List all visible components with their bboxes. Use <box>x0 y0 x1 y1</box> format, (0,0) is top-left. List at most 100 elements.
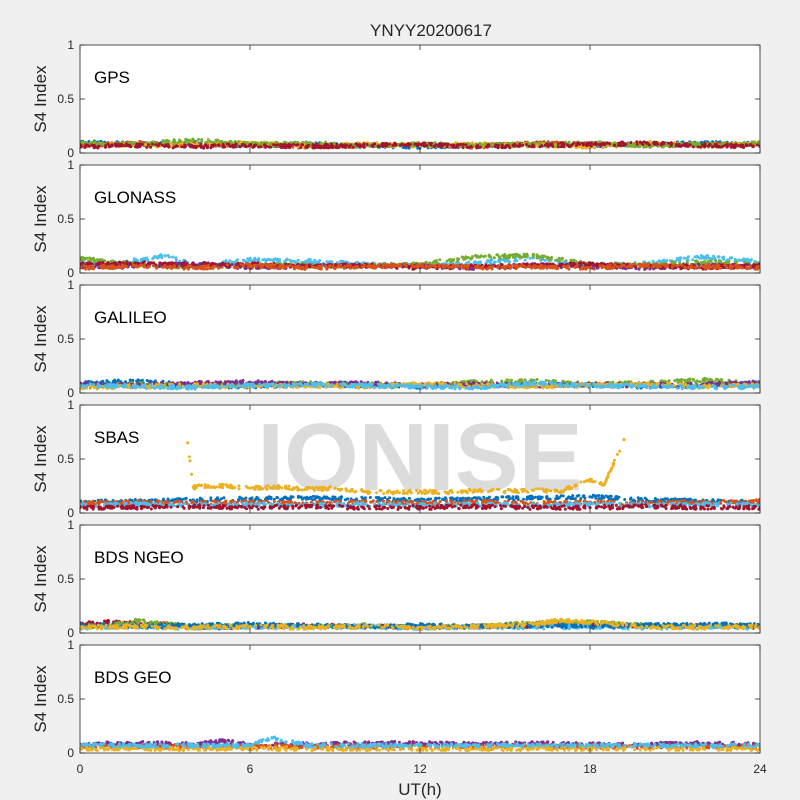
data-point <box>631 144 635 148</box>
data-point <box>744 258 748 261</box>
data-point <box>438 263 441 267</box>
data-point <box>608 142 612 146</box>
data-point <box>345 143 349 147</box>
data-point <box>697 256 701 260</box>
data-point <box>517 253 521 257</box>
panel-label: GPS <box>94 68 130 87</box>
data-point <box>565 143 569 147</box>
data-point <box>429 141 433 145</box>
data-point <box>427 261 431 265</box>
data-point <box>210 143 214 147</box>
data-point <box>585 141 589 145</box>
data-point <box>577 261 581 265</box>
data-point <box>651 259 655 263</box>
data-point <box>732 143 736 147</box>
data-point <box>265 141 269 145</box>
data-point <box>627 144 631 147</box>
data-point <box>407 144 411 148</box>
data-point <box>96 142 100 145</box>
data-point <box>699 145 703 149</box>
data-point <box>108 145 111 149</box>
data-point <box>527 144 531 148</box>
data-point <box>323 143 327 146</box>
data-point <box>400 142 404 146</box>
data-point <box>149 261 153 265</box>
data-point <box>220 263 224 266</box>
data-point <box>507 144 510 148</box>
data-point <box>727 260 731 264</box>
data-point <box>83 146 87 149</box>
data-point <box>513 253 517 257</box>
data-point <box>200 138 204 142</box>
data-point <box>89 257 93 261</box>
data-point <box>422 143 426 147</box>
series-5 <box>80 140 760 150</box>
data-point <box>395 266 399 270</box>
data-point <box>284 146 288 150</box>
data-point <box>597 143 601 146</box>
data-point <box>503 253 507 256</box>
data-point <box>654 140 658 144</box>
data-point <box>470 256 474 260</box>
data-point <box>371 144 374 148</box>
data-point <box>248 256 252 260</box>
data-point <box>268 258 272 262</box>
data-point <box>361 144 365 148</box>
data-point <box>748 259 751 263</box>
data-point <box>92 144 96 147</box>
data-point <box>280 145 284 149</box>
data-point <box>682 256 686 260</box>
y-tick-label: 0.5 <box>57 92 74 106</box>
data-point <box>111 259 115 263</box>
series-5 <box>80 262 760 271</box>
data-point <box>657 259 661 263</box>
data-point <box>183 143 186 147</box>
data-point <box>699 254 703 257</box>
data-point <box>313 145 317 149</box>
data-point <box>540 254 544 258</box>
data-point <box>263 143 267 147</box>
data-point <box>186 139 190 143</box>
data-point <box>729 256 732 260</box>
data-point <box>460 255 464 259</box>
data-point <box>205 267 209 271</box>
data-point <box>652 267 655 271</box>
data-point <box>117 260 121 264</box>
data-point <box>690 265 694 269</box>
data-point <box>156 144 160 148</box>
data-point <box>86 262 90 266</box>
data-point <box>315 260 319 264</box>
data-point <box>575 141 579 145</box>
data-point <box>125 142 129 146</box>
data-point <box>168 261 172 265</box>
data-point <box>621 266 625 270</box>
data-point <box>198 261 202 265</box>
data-point <box>230 263 234 267</box>
data-point <box>80 145 83 149</box>
data-point <box>234 142 238 146</box>
data-point <box>244 144 248 148</box>
data-point <box>151 142 154 146</box>
data-point <box>174 258 178 262</box>
data-point <box>147 261 151 265</box>
y-tick-label: 1 <box>67 38 74 52</box>
data-point <box>549 258 553 262</box>
data-point <box>620 140 624 144</box>
data-point <box>412 267 416 271</box>
data-point <box>241 258 245 262</box>
data-point <box>486 143 490 147</box>
data-point <box>342 262 346 266</box>
data-point <box>441 142 445 146</box>
data-point <box>569 258 573 262</box>
data-point <box>465 145 469 149</box>
data-point <box>543 143 547 147</box>
data-point <box>714 143 718 147</box>
data-point <box>574 144 578 147</box>
data-point <box>470 267 474 271</box>
data-point <box>476 144 480 147</box>
data-point <box>216 143 220 147</box>
data-point <box>740 258 744 262</box>
data-point <box>253 261 257 265</box>
data-point <box>585 146 589 150</box>
